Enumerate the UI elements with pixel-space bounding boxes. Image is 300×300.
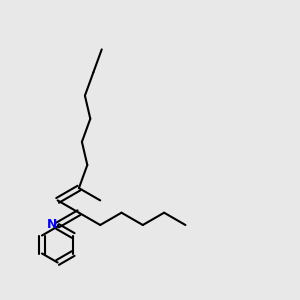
- Text: N: N: [47, 218, 57, 231]
